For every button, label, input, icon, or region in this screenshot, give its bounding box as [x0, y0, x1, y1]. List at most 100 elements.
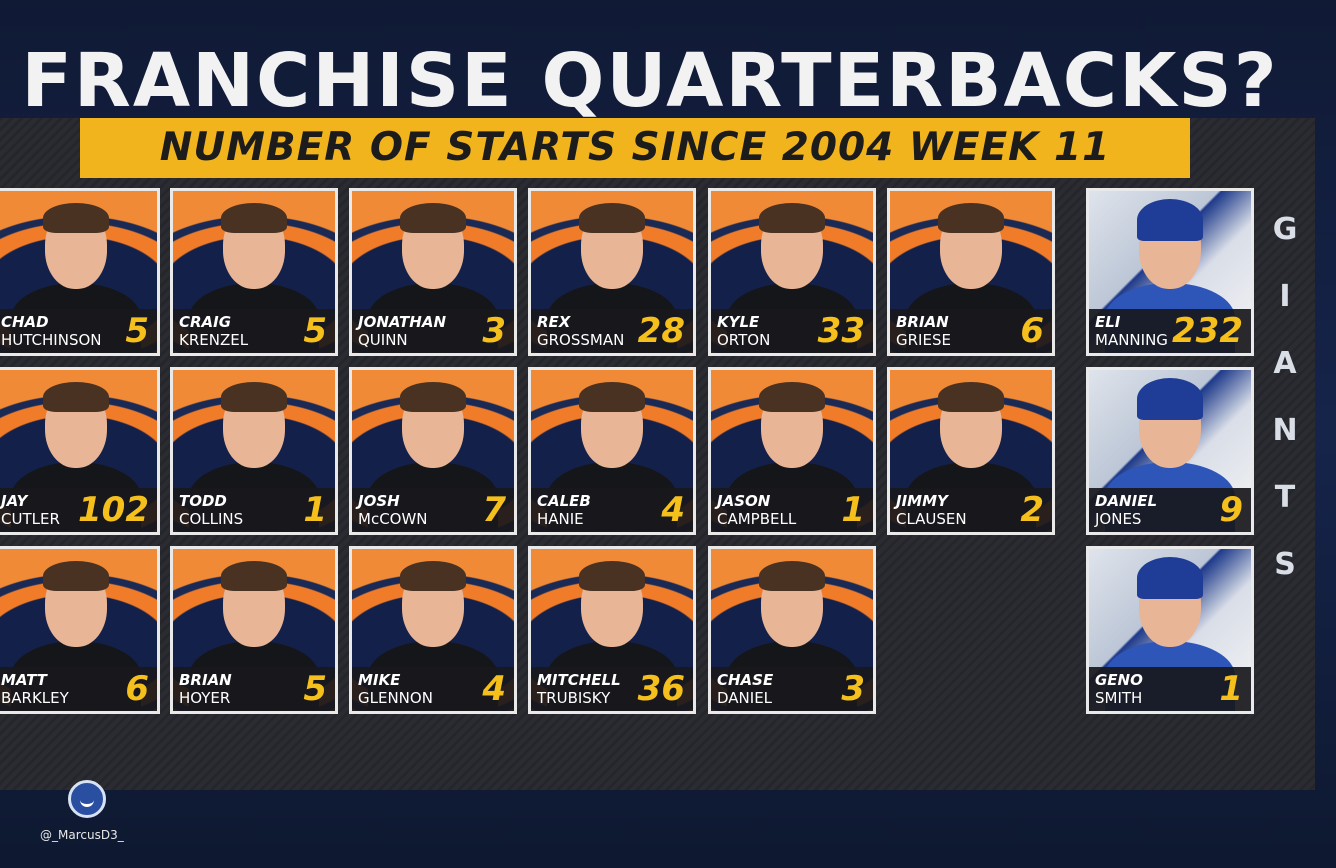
subtitle: NUMBER OF STARTS SINCE 2004 WEEK 11 [80, 118, 1190, 178]
last-name: ORTON [717, 331, 771, 349]
player-card: CALEB HANIE 4 [528, 367, 696, 535]
player-name: BRIAN GRIESE [896, 313, 951, 349]
player-card: CHASE DANIEL 3 [708, 546, 876, 714]
player-hair [759, 382, 825, 412]
player-hair [400, 561, 466, 591]
player-card: JASON CAMPBELL 1 [708, 367, 876, 535]
player-hair [400, 382, 466, 412]
player-name: MIKE GLENNON [358, 671, 433, 707]
player-card: CHAD HUTCHINSON 5 [0, 188, 160, 356]
first-name: REX [537, 313, 571, 331]
player-photo [890, 191, 1052, 353]
starts-count: 3 [482, 311, 506, 351]
last-name: DANIEL [717, 689, 773, 707]
name-strip: JAY CUTLER 102 [0, 488, 157, 532]
first-name: MIKE [358, 671, 401, 689]
player-name: DANIEL JONES [1095, 492, 1157, 528]
player-name: CHAD HUTCHINSON [1, 313, 102, 349]
name-strip: GENO SMITH 1 [1089, 667, 1251, 711]
first-name: CALEB [537, 492, 591, 510]
first-name: GENO [1095, 671, 1143, 689]
starts-count: 6 [1020, 311, 1044, 351]
starts-count: 6 [125, 669, 149, 709]
name-strip: MIKE GLENNON 4 [352, 667, 514, 711]
first-name: KYLE [717, 313, 760, 331]
starts-count: 5 [125, 311, 149, 351]
name-strip: JIMMY CLAUSEN 2 [890, 488, 1052, 532]
player-hair [221, 203, 287, 233]
player-name: GENO SMITH [1095, 671, 1143, 707]
player-name: TODD COLLINS [179, 492, 243, 528]
player-hair [759, 203, 825, 233]
player-hair [43, 382, 109, 412]
player-card: JIMMY CLAUSEN 2 [887, 367, 1055, 535]
player-name: ELI MANNING [1095, 313, 1168, 349]
last-name: TRUBISKY [537, 689, 611, 707]
last-name: HOYER [179, 689, 231, 707]
player-hair [579, 203, 645, 233]
watermark-icon [68, 780, 106, 818]
player-name: CALEB HANIE [537, 492, 591, 528]
player-name: MITCHELL TRUBISKY [537, 671, 621, 707]
last-name: SMITH [1095, 689, 1143, 707]
player-name: REX GROSSMAN [537, 313, 624, 349]
starts-count: 5 [303, 311, 327, 351]
starts-count: 7 [482, 490, 506, 530]
last-name: MANNING [1095, 331, 1168, 349]
player-card: ELI MANNING 232 [1086, 188, 1254, 356]
last-name: GLENNON [358, 689, 433, 707]
player-card: MITCHELL TRUBISKY 36 [528, 546, 696, 714]
last-name: GROSSMAN [537, 331, 625, 349]
name-strip: CHAD HUTCHINSON 5 [0, 309, 157, 353]
player-name: JAY CUTLER [1, 492, 60, 528]
starts-count: 5 [303, 669, 327, 709]
first-name: JASON [717, 492, 771, 510]
team-label: GIANTS [1272, 212, 1298, 582]
first-name: MITCHELL [537, 671, 621, 689]
player-hair [938, 382, 1004, 412]
last-name: HUTCHINSON [1, 331, 102, 349]
first-name: DANIEL [1095, 492, 1157, 510]
player-name: KYLE ORTON [717, 313, 770, 349]
starts-count: 3 [841, 669, 865, 709]
first-name: MATT [1, 671, 47, 689]
first-name: BRIAN [179, 671, 232, 689]
first-name: ELI [1095, 313, 1121, 331]
last-name: CAMPBELL [717, 510, 797, 528]
player-hair [938, 203, 1004, 233]
starts-count: 9 [1219, 490, 1243, 530]
name-strip: KYLE ORTON 33 [711, 309, 873, 353]
starts-count: 4 [482, 669, 506, 709]
player-card: GENO SMITH 1 [1086, 546, 1254, 714]
last-name: CLAUSEN [896, 510, 967, 528]
first-name: TODD [179, 492, 227, 510]
last-name: CUTLER [1, 510, 60, 528]
player-card: DANIEL JONES 9 [1086, 367, 1254, 535]
player-card: TODD COLLINS 1 [170, 367, 338, 535]
player-hair [1137, 557, 1203, 599]
last-name: COLLINS [179, 510, 244, 528]
last-name: KRENZEL [179, 331, 249, 349]
name-strip: JASON CAMPBELL 1 [711, 488, 873, 532]
player-name: MATT BARKLEY [1, 671, 69, 707]
starts-count: 4 [661, 490, 685, 530]
last-name: HANIE [537, 510, 584, 528]
player-card: REX GROSSMAN 28 [528, 188, 696, 356]
name-strip: CHASE DANIEL 3 [711, 667, 873, 711]
starts-count: 28 [637, 311, 685, 351]
starts-count: 2 [1020, 490, 1044, 530]
player-hair [1137, 199, 1203, 241]
player-card: MATT BARKLEY 6 [0, 546, 160, 714]
player-hair [579, 382, 645, 412]
first-name: BRIAN [896, 313, 949, 331]
last-name: QUINN [358, 331, 408, 349]
name-strip: TODD COLLINS 1 [173, 488, 335, 532]
first-name: JONATHAN [358, 313, 447, 331]
starts-count: 232 [1172, 311, 1243, 351]
name-strip: DANIEL JONES 9 [1089, 488, 1251, 532]
player-card: KYLE ORTON 33 [708, 188, 876, 356]
player-hair [221, 382, 287, 412]
name-strip: REX GROSSMAN 28 [531, 309, 693, 353]
player-card: JONATHAN QUINN 3 [349, 188, 517, 356]
